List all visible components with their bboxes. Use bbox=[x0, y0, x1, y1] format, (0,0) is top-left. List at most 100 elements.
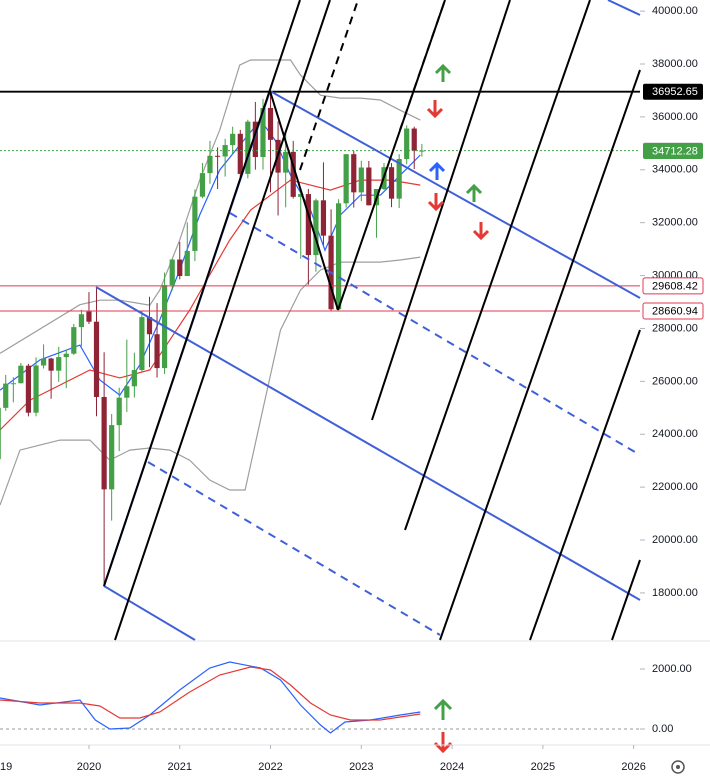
x-tick-label: 2021 bbox=[168, 761, 192, 773]
candle-body bbox=[192, 196, 198, 251]
indicator-line bbox=[0, 179, 421, 431]
price-tag-label: 36952.65 bbox=[652, 86, 698, 98]
candle-body bbox=[260, 107, 266, 157]
candle-body bbox=[18, 365, 24, 384]
trend-line bbox=[371, 0, 511, 421]
indicator-line bbox=[0, 666, 421, 721]
price-tag-label: 34712.28 bbox=[652, 145, 698, 157]
candle-body bbox=[336, 203, 342, 310]
price-tag bbox=[642, 302, 704, 320]
trend-line bbox=[611, 559, 641, 641]
candle-body bbox=[48, 358, 54, 371]
candle-body bbox=[131, 370, 137, 387]
arrow-up bbox=[433, 698, 453, 720]
trend-line bbox=[103, 0, 301, 587]
drawings bbox=[95, 0, 641, 754]
candle-body bbox=[404, 128, 410, 159]
candle-body bbox=[101, 396, 107, 490]
indicator-line bbox=[0, 256, 421, 506]
trend-line bbox=[147, 461, 441, 636]
y-tick-label: 40000.00 bbox=[652, 5, 698, 17]
candle-body bbox=[267, 107, 274, 140]
trend-line bbox=[529, 329, 641, 641]
candle-body bbox=[305, 194, 311, 256]
x-tick-label: 19 bbox=[0, 761, 12, 773]
candle-body bbox=[358, 167, 364, 193]
x-tick-label: 2022 bbox=[258, 761, 282, 773]
x-tick-label: 2026 bbox=[621, 761, 645, 773]
arrow-up bbox=[428, 161, 446, 180]
y-tick-label: 34000.00 bbox=[652, 164, 698, 176]
candle-body bbox=[215, 155, 221, 157]
trend-line bbox=[337, 0, 446, 311]
candle-body bbox=[109, 425, 115, 490]
trend-line bbox=[299, 0, 359, 171]
candle-body bbox=[56, 357, 62, 371]
candle-body bbox=[154, 334, 160, 369]
candle-body bbox=[78, 314, 85, 328]
trend-line bbox=[399, 0, 446, 131]
trend-line bbox=[269, 90, 339, 311]
x-tick-label: 2025 bbox=[531, 761, 555, 773]
candle-body bbox=[207, 155, 213, 174]
arrow-down bbox=[427, 193, 445, 212]
candle-body bbox=[298, 194, 304, 197]
y-tick-label: 18000.00 bbox=[652, 587, 698, 599]
candle-body bbox=[184, 250, 190, 277]
price-tag bbox=[643, 142, 703, 159]
candle-body bbox=[351, 154, 357, 193]
y-tick-label: 2000.00 bbox=[652, 663, 692, 675]
indicator-line bbox=[0, 661, 421, 734]
arrow-down bbox=[433, 732, 453, 754]
price-tag-label: 28660.94 bbox=[652, 305, 698, 317]
candle-body bbox=[86, 311, 92, 322]
candle-body bbox=[63, 353, 69, 358]
trend-line bbox=[269, 90, 641, 299]
y-tick-label: 24000.00 bbox=[652, 428, 698, 440]
candle-body bbox=[0, 407, 1, 460]
arrow-up bbox=[465, 183, 483, 202]
indicator-line bbox=[0, 59, 421, 354]
candle-body bbox=[199, 173, 206, 197]
candle-body bbox=[366, 167, 372, 206]
y-tick-label: 0.00 bbox=[652, 723, 673, 735]
candle-body bbox=[343, 154, 349, 204]
price-tag bbox=[643, 83, 703, 100]
arrow-down bbox=[472, 222, 490, 241]
settings-button[interactable] bbox=[671, 760, 685, 774]
x-tick-label: 2020 bbox=[77, 761, 101, 773]
arrow-down bbox=[426, 100, 444, 119]
candle-body bbox=[139, 317, 145, 371]
candle-body bbox=[3, 383, 9, 408]
candle-body bbox=[245, 121, 251, 174]
trend-line bbox=[103, 585, 196, 641]
trend-line bbox=[229, 212, 641, 456]
candle-body bbox=[33, 365, 39, 413]
trend-line bbox=[439, 69, 641, 641]
candle-body bbox=[71, 327, 77, 354]
candle-body bbox=[169, 259, 175, 286]
y-tick-label: 28000.00 bbox=[652, 322, 698, 334]
x-tick-label: 2024 bbox=[440, 761, 464, 773]
x-tick-label: 2023 bbox=[349, 761, 373, 773]
y-tick-label: 22000.00 bbox=[652, 481, 698, 493]
trend-line bbox=[607, 0, 641, 16]
candle-body bbox=[116, 397, 122, 426]
candle-body bbox=[177, 259, 183, 277]
price-tag bbox=[642, 277, 704, 295]
y-tick-label: 38000.00 bbox=[652, 58, 698, 70]
candle-body bbox=[290, 151, 296, 197]
candle-body bbox=[230, 133, 236, 146]
candle-body bbox=[388, 167, 395, 199]
candle-body bbox=[396, 158, 402, 199]
y-tick-label: 36000.00 bbox=[652, 111, 698, 123]
candle-body bbox=[313, 200, 319, 256]
settings-button-dot bbox=[676, 765, 680, 769]
price-tag-label: 29608.42 bbox=[652, 280, 698, 292]
y-tick-label: 20000.00 bbox=[652, 534, 698, 546]
trend-line bbox=[114, 0, 331, 641]
candle-body bbox=[146, 317, 153, 335]
plot bbox=[0, 59, 640, 734]
